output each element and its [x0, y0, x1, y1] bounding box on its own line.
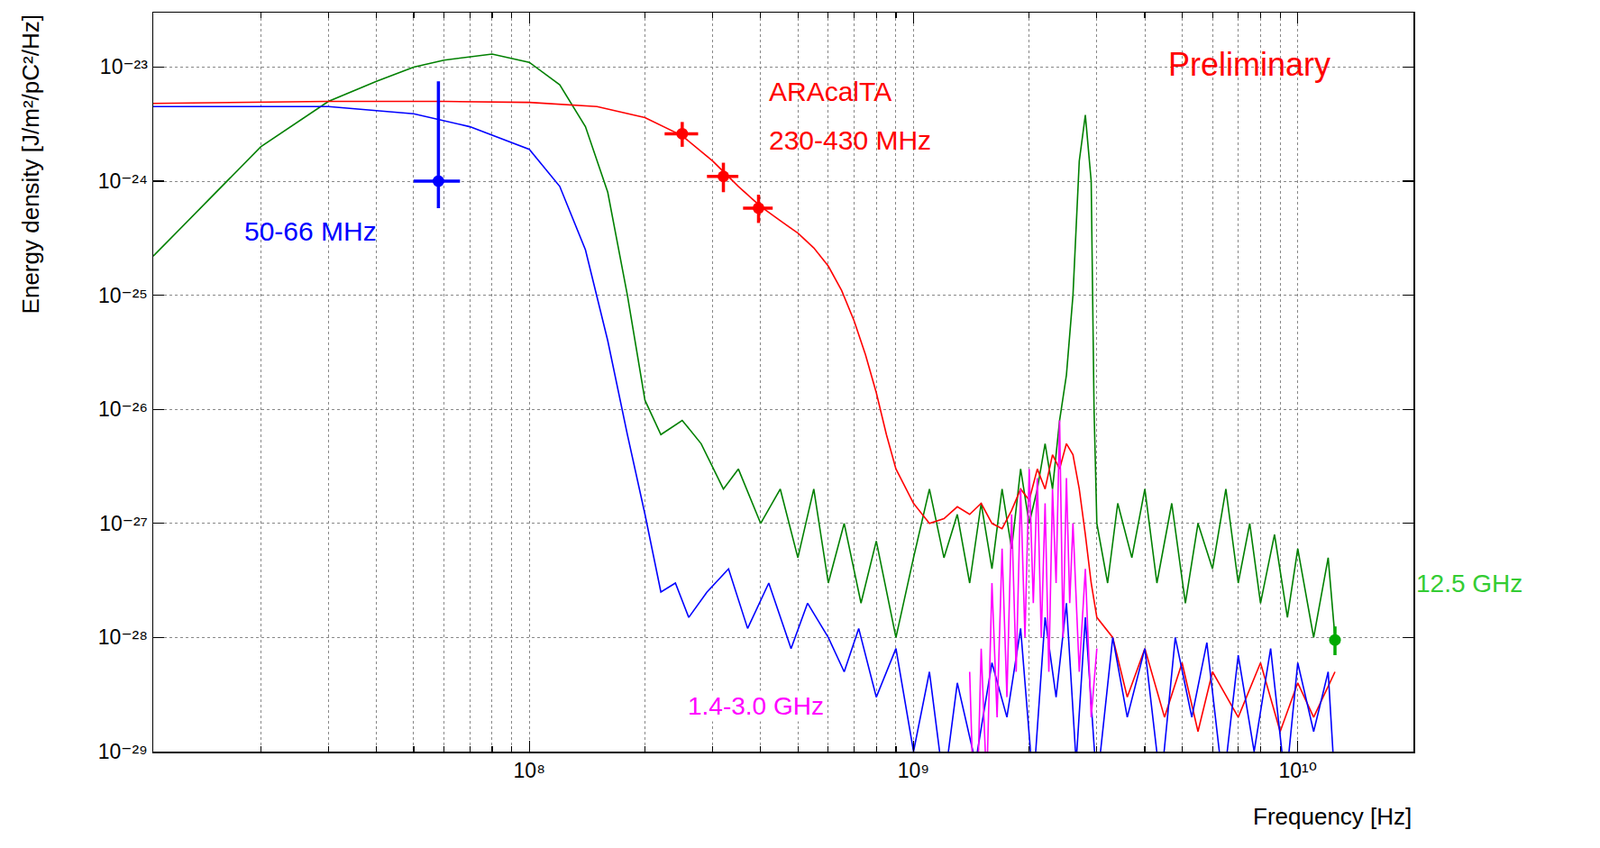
- svg-text:Energy density [J/m²/pC²/Hz]: Energy density [J/m²/pC²/Hz]: [17, 14, 45, 314]
- svg-text:10⁻²³: 10⁻²³: [100, 54, 148, 79]
- svg-text:10⁻²⁷: 10⁻²⁷: [99, 512, 148, 536]
- svg-text:1.4-3.0 GHz: 1.4-3.0 GHz: [687, 692, 824, 721]
- svg-text:10⁻²⁴: 10⁻²⁴: [98, 169, 148, 193]
- svg-text:ARAcalTA: ARAcalTA: [768, 76, 892, 107]
- svg-text:10⁻²⁵: 10⁻²⁵: [98, 283, 148, 308]
- svg-text:Frequency [Hz]: Frequency [Hz]: [1252, 803, 1412, 831]
- svg-text:10⁻²⁶: 10⁻²⁶: [98, 397, 148, 421]
- svg-text:230-430 MHz: 230-430 MHz: [768, 125, 932, 156]
- svg-text:12.5 GHz: 12.5 GHz: [1416, 569, 1523, 598]
- svg-text:10⁻²⁹: 10⁻²⁹: [98, 740, 148, 764]
- svg-text:10⁹: 10⁹: [897, 758, 930, 783]
- svg-text:10⁸: 10⁸: [513, 758, 546, 783]
- svg-text:50-66 MHz: 50-66 MHz: [244, 216, 377, 247]
- svg-text:10¹⁰: 10¹⁰: [1278, 758, 1317, 783]
- svg-text:10⁻²⁸: 10⁻²⁸: [98, 625, 148, 650]
- svg-text:Preliminary: Preliminary: [1168, 45, 1331, 83]
